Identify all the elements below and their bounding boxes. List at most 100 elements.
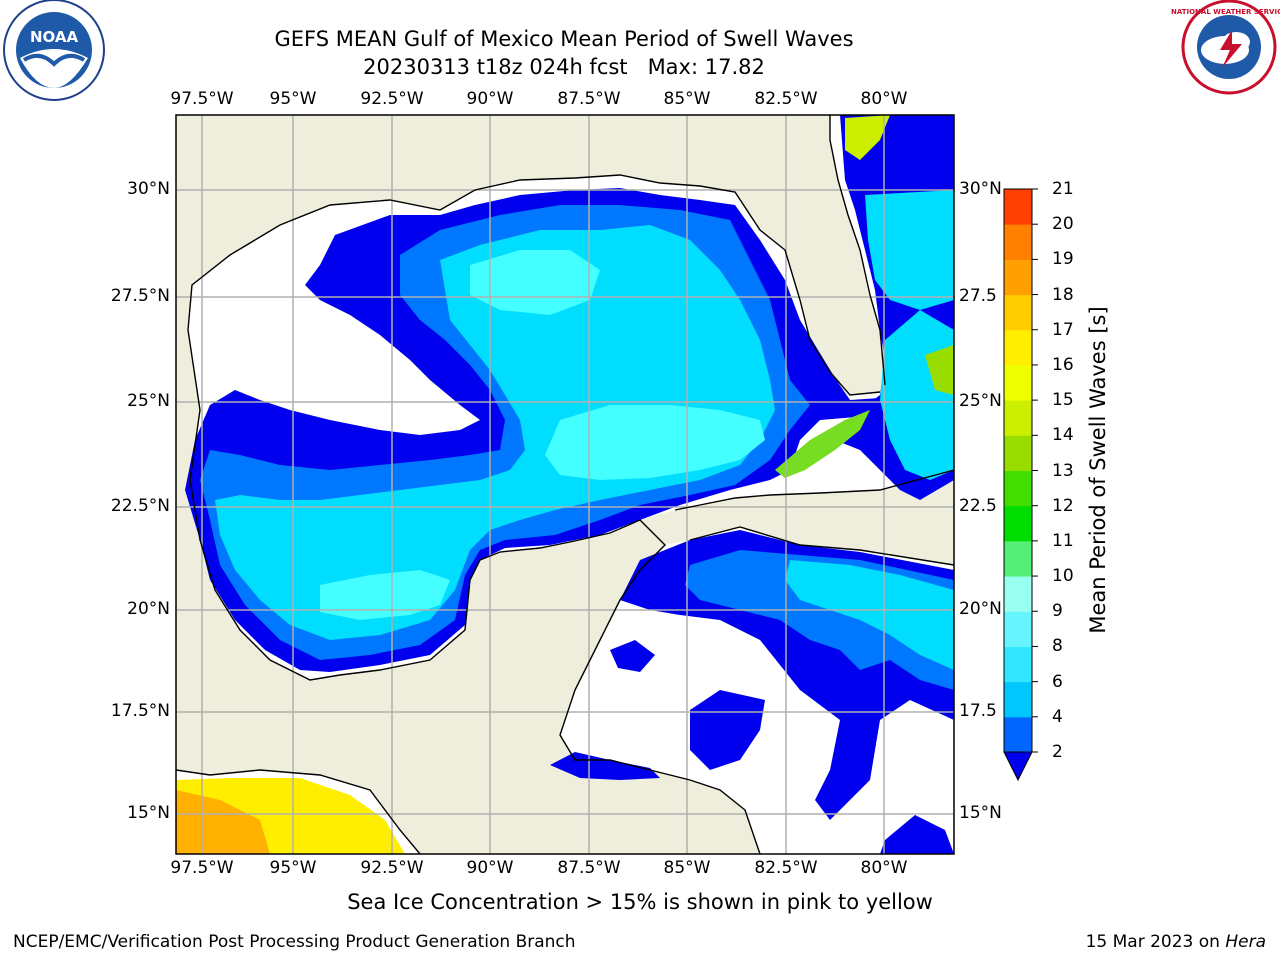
colorbar-segment [1004, 470, 1032, 507]
atlantic-swell-cyan [865, 190, 954, 310]
colorbar-tick-label: 4 [1052, 706, 1063, 727]
colorbar-tick-label: 14 [1052, 425, 1074, 446]
lon-tick-label: 85°W [663, 858, 711, 878]
lon-tick-label: 97.5°W [170, 89, 234, 109]
colorbar-tick-label: 15 [1052, 390, 1074, 411]
lat-tick-label-right: 25°N [959, 391, 1002, 411]
lat-tick-label-left: 25°N [127, 391, 170, 411]
gulf-swell-cyan [215, 225, 775, 640]
colorbar-tick-label: 11 [1052, 530, 1074, 551]
colorbar-tick-label: 18 [1052, 284, 1074, 305]
lon-tick-label: 87.5°W [557, 89, 621, 109]
colorbar [1003, 188, 1038, 782]
gulf-swell-light-cyan-north [470, 250, 600, 315]
lon-tick-label: 82.5°W [754, 89, 818, 109]
sea-ice-annotation: Sea Ice Concentration > 15% is shown in … [347, 890, 933, 914]
map-area [176, 115, 954, 854]
colorbar-tick-label: 12 [1052, 495, 1074, 516]
colorbar-segment [1004, 259, 1032, 296]
yucatan-coastline [189, 409, 761, 854]
lon-tick-label: 85°W [663, 89, 711, 109]
lat-tick-label-right: 15°N [959, 803, 1002, 823]
colorbar-segment [1004, 364, 1032, 401]
colorbar-extend-arrow [1003, 751, 1033, 782]
lon-tick-label: 95°W [269, 858, 317, 878]
svg-text:NATIONAL WEATHER SERVICE: NATIONAL WEATHER SERVICE [1171, 8, 1280, 16]
lat-tick-label-left: 20°N [127, 599, 170, 619]
gulf-swell-light-cyan [545, 405, 765, 480]
lat-tick-label-right: 17.5 [959, 701, 997, 721]
nws-logo-icon: NATIONAL WEATHER SERVICE [1171, 0, 1280, 95]
lon-tick-label: 80°W [860, 858, 908, 878]
lat-tick-label-right: 20°N [959, 599, 1002, 619]
colorbar-tick-label: 9 [1052, 601, 1063, 622]
colorbar-segment [1004, 224, 1032, 260]
colorbar-segment [1004, 189, 1032, 225]
lat-tick-label-left: 17.5°N [110, 701, 170, 721]
lat-tick-label-right: 22.5 [959, 496, 997, 516]
lon-tick-label: 97.5°W [170, 858, 234, 878]
colorbar-tick-label: 6 [1052, 671, 1063, 692]
colorbar-segment [1004, 329, 1032, 366]
gulf-swell-light-cyan-west [320, 570, 450, 620]
cuba-south-coastline [689, 526, 954, 566]
colorbar-tick-label: 10 [1052, 566, 1074, 587]
lat-tick-label-left: 30°N [127, 179, 170, 199]
colorbar-segment [1004, 294, 1032, 331]
colorbar-segment [1004, 540, 1032, 577]
lon-tick-label: 80°W [860, 89, 908, 109]
colorbar-tick-label: 16 [1052, 354, 1074, 375]
lon-tick-label: 82.5°W [754, 858, 818, 878]
colorbar-segment [1004, 435, 1032, 471]
colorbar-tick-label: 13 [1052, 460, 1074, 481]
map-gridlines [176, 115, 954, 854]
colorbar-segment [1004, 681, 1032, 718]
caribbean-swell-dark-blue-se [880, 815, 954, 854]
colorbar-tick-label: 17 [1052, 319, 1074, 340]
colorbar-segment [1004, 400, 1032, 436]
pacific-swell-orange [176, 790, 270, 854]
colorbar-label: Mean Period of Swell Waves [s] [1086, 306, 1110, 634]
colorbar-segment [1004, 576, 1032, 612]
footer-credit: NCEP/EMC/Verification Post Processing Pr… [13, 932, 576, 952]
atlantic-swell-green [775, 410, 870, 478]
colorbar-tick-label: 8 [1052, 636, 1063, 657]
pacific-coastline [176, 769, 421, 854]
lon-tick-label: 87.5°W [557, 858, 621, 878]
gulf-coastline [187, 174, 881, 411]
lat-tick-label-right: 30°N [959, 179, 1002, 199]
colorbar-segment [1004, 505, 1032, 542]
caribbean-swell-dark-blue-south [690, 690, 765, 770]
footer-host: Hera [1225, 932, 1266, 952]
atlantic-swell-green-east [925, 345, 954, 395]
noaa-logo-icon: NOAA [3, 0, 105, 101]
map-title: GEFS MEAN Gulf of Mexico Mean Period of … [274, 27, 854, 51]
lon-tick-label: 92.5°W [360, 89, 424, 109]
lon-tick-label: 95°W [269, 89, 317, 109]
svg-text:NOAA: NOAA [30, 28, 79, 46]
colorbar-segment [1004, 611, 1032, 647]
colorbar-segment [1004, 716, 1032, 753]
lon-tick-label: 90°W [466, 858, 514, 878]
map-frame [175, 114, 955, 855]
colorbar-tick-label: 20 [1052, 214, 1074, 235]
atlantic-swell-green-north [845, 115, 890, 160]
colorbar-segment [1004, 646, 1032, 683]
colorbar-tick-label: 19 [1052, 249, 1074, 270]
lat-tick-label-right: 27.5 [959, 286, 997, 306]
florida-coastline [829, 115, 886, 386]
lon-tick-label: 92.5°W [360, 858, 424, 878]
caribbean-swell-dark-blue-belize [550, 752, 660, 780]
caribbean-swell-cyan [785, 560, 954, 670]
caribbean-swell-dark-blue-central [610, 640, 655, 672]
colorbar-tick-label: 2 [1052, 742, 1063, 762]
lon-tick-label: 90°W [466, 89, 514, 109]
cuba-coastline [674, 469, 954, 511]
colorbar-tick-label: 21 [1052, 179, 1074, 199]
lat-tick-label-left: 15°N [127, 803, 170, 823]
footer-date-text: 15 Mar 2023 on [1085, 932, 1226, 952]
lat-tick-label-left: 22.5°N [110, 496, 170, 516]
lat-tick-label-left: 27.5°N [110, 286, 170, 306]
